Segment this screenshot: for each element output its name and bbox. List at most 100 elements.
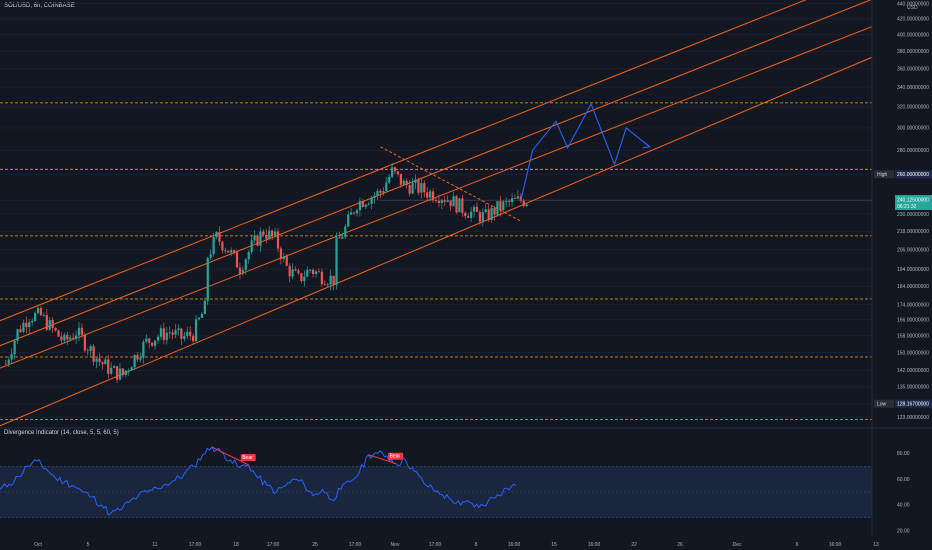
candle-body (268, 230, 271, 239)
bear-divergence-line (211, 446, 249, 466)
price-tick-label: 206.00000000 (897, 248, 929, 254)
candle-body (218, 232, 221, 242)
oscillator-panel: 80.00 60.00 40.00 20.00 Bear Bear (0, 427, 932, 534)
price-tick-label: 194.00000000 (897, 267, 929, 273)
candle-body (446, 200, 449, 202)
candle-body (192, 335, 195, 342)
candle-body (107, 359, 110, 374)
candle-body (66, 334, 69, 340)
candle-body (177, 328, 180, 331)
candle-body (98, 358, 101, 363)
candle-body (34, 313, 37, 321)
candle-body (133, 354, 136, 368)
candle-body (355, 210, 359, 214)
low-value-bg (895, 399, 932, 408)
candle-body (414, 179, 417, 184)
price-tick-label: 380.00000000 (897, 49, 929, 55)
projection-arrowhead (642, 141, 651, 149)
candle-body (180, 328, 183, 339)
candle-body (502, 201, 505, 211)
time-tick-label: 22 (631, 542, 637, 548)
time-tick-label: 16:00 (588, 542, 601, 548)
candle-body (332, 275, 335, 285)
candle-body (39, 308, 43, 316)
candle-body (259, 231, 262, 246)
price-tick-label: 440.00000000 (897, 1, 929, 7)
candle-body (385, 182, 388, 191)
candle-body (455, 196, 458, 213)
candle-body (470, 211, 473, 218)
price-tick-label: 400.00000000 (897, 32, 929, 38)
candle-body (10, 354, 13, 360)
low-label: Low (877, 401, 887, 407)
candle-body (458, 198, 461, 213)
candle-body (499, 201, 502, 211)
time-tick-label: 13 (873, 542, 879, 548)
price-tick-label: 142.00000000 (897, 368, 929, 374)
candle-body (63, 334, 66, 341)
candle-body (159, 328, 163, 337)
low-value: 128.16700000 (897, 401, 929, 407)
candle-body (449, 200, 452, 207)
candle-body (209, 254, 212, 258)
candle-body (95, 358, 98, 362)
price-tick-label: 280.00000000 (897, 148, 929, 154)
candle-body (510, 198, 514, 202)
candle-body (329, 275, 332, 285)
candle-body (203, 300, 206, 314)
candle-body (344, 226, 347, 238)
high-tag: High 260.00000000 (874, 170, 932, 179)
oscillator-line (0, 446, 517, 516)
current-price-bg (895, 195, 932, 211)
candle-body (60, 336, 63, 341)
price-tick-label: 150.00000000 (897, 350, 929, 356)
candle-body (31, 320, 34, 323)
candle-body (80, 327, 84, 335)
candle-body (25, 322, 28, 328)
channel-lines (0, 0, 873, 427)
time-tick-label: 11 (152, 542, 157, 548)
candle-body (115, 366, 119, 380)
candle-body (230, 250, 233, 253)
time-tick-label: 17:00 (429, 542, 442, 548)
candle-body (42, 314, 45, 316)
candle-body (396, 171, 400, 174)
candle-body (508, 201, 511, 202)
candle-body (244, 259, 247, 270)
price-tick-label: 166.00000000 (897, 318, 929, 324)
candle-body (136, 354, 139, 360)
oscillator-tick-label: 40.00 (897, 503, 910, 509)
candle-body (77, 327, 81, 336)
candle-body (288, 265, 291, 277)
candle-body (490, 207, 493, 221)
candle-body (4, 363, 7, 365)
candle-body (45, 314, 48, 330)
candle-body (350, 212, 353, 215)
candle-body (437, 200, 441, 204)
candle-body (411, 183, 414, 194)
candle-body (285, 256, 288, 266)
candle-body (238, 267, 242, 274)
candle-body (291, 269, 294, 277)
high-value-bg (895, 170, 932, 179)
candle-body (48, 320, 51, 330)
bear-label-bg (240, 454, 256, 461)
candle-body (86, 350, 89, 352)
candle-body (364, 204, 367, 207)
candle-body (265, 235, 268, 239)
candle-body (189, 331, 192, 336)
candle-body (303, 276, 306, 282)
candle-body (309, 269, 312, 271)
candle-body (405, 180, 408, 186)
candle-body (443, 200, 446, 202)
candle-body (74, 335, 78, 339)
candle-body (262, 231, 265, 236)
candle-body (276, 231, 280, 249)
candle-body (306, 269, 309, 277)
candle-body (522, 200, 525, 206)
candle-body (464, 212, 467, 217)
candle-body (282, 256, 285, 260)
candle-body (323, 284, 326, 285)
candle-body (235, 252, 239, 268)
